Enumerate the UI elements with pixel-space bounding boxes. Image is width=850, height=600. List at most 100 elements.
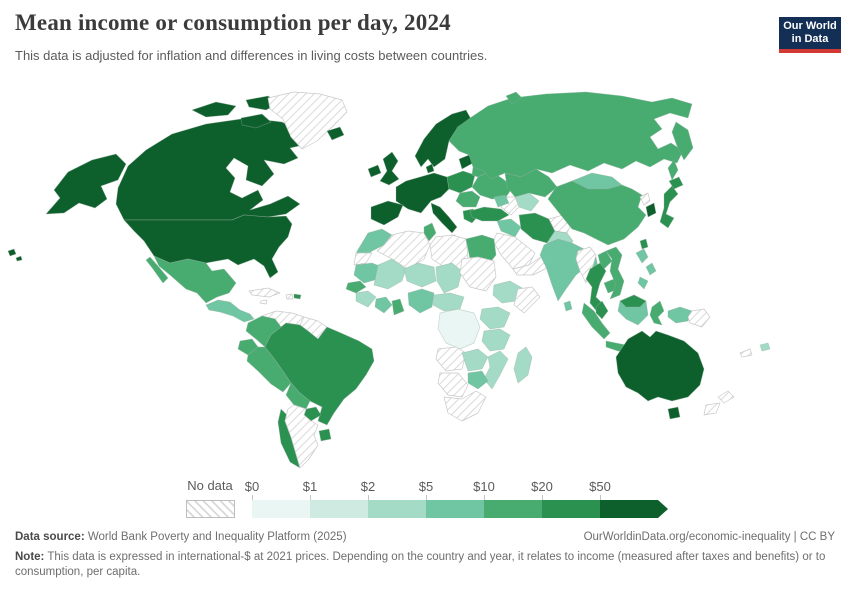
region-ghana[interactable] bbox=[391, 298, 405, 316]
region-angola[interactable] bbox=[435, 346, 467, 372]
region-japan[interactable] bbox=[659, 176, 684, 229]
region-novaya-zemlya[interactable] bbox=[505, 91, 523, 105]
region-balkans[interactable] bbox=[455, 190, 481, 208]
legend-bin-$50+[interactable]: $50 bbox=[589, 479, 658, 518]
region-new-zealand[interactable] bbox=[703, 390, 735, 416]
region-fiji[interactable] bbox=[759, 342, 771, 352]
region-borneo-malaysia[interactable] bbox=[619, 294, 647, 308]
region-algeria[interactable] bbox=[376, 230, 431, 270]
page-title: Mean income or consumption per day, 2024 bbox=[15, 10, 451, 35]
region-greenland[interactable] bbox=[267, 91, 348, 150]
legend-bin-$1-$2[interactable]: $1 bbox=[303, 479, 368, 518]
region-kazakhstan[interactable] bbox=[504, 168, 558, 198]
region-brazil[interactable] bbox=[264, 322, 375, 426]
region-tunisia[interactable] bbox=[423, 222, 437, 242]
region-caucasus[interactable] bbox=[493, 194, 510, 208]
legend-bin-$10-$20[interactable]: $10 bbox=[473, 479, 542, 518]
legend-tick-label: $20 bbox=[531, 479, 553, 494]
region-guinea[interactable] bbox=[355, 290, 377, 308]
legend-bin-$0-$1[interactable]: $0 bbox=[245, 479, 310, 518]
region-new-caledonia[interactable] bbox=[739, 348, 753, 358]
legend-tick-label: $0 bbox=[244, 479, 260, 494]
region-uzbekistan[interactable] bbox=[514, 192, 540, 212]
region-iceland[interactable] bbox=[326, 126, 345, 141]
world-map bbox=[7, 91, 771, 469]
note-label: Note: bbox=[15, 551, 45, 563]
region-syria-iraq[interactable] bbox=[496, 218, 522, 238]
owid-logo[interactable]: Our World in Data bbox=[779, 17, 841, 53]
region-western-sahara[interactable] bbox=[353, 252, 373, 266]
region-australia[interactable] bbox=[615, 330, 705, 402]
region-poland-central-europe[interactable] bbox=[446, 170, 476, 194]
region-somalia[interactable] bbox=[513, 286, 541, 314]
region-western-europe[interactable] bbox=[395, 172, 450, 214]
no-data-label: No data bbox=[187, 478, 233, 493]
region-zimbabwe[interactable] bbox=[467, 370, 489, 390]
region-turkey[interactable] bbox=[469, 206, 510, 222]
legend-bin-$5-$10[interactable]: $5 bbox=[419, 479, 484, 518]
region-tanzania[interactable] bbox=[481, 328, 511, 352]
legend-tick-label: $50 bbox=[589, 479, 611, 494]
region-uruguay[interactable] bbox=[318, 428, 332, 442]
region-jamaica[interactable] bbox=[259, 299, 268, 305]
region-sakhalin[interactable] bbox=[667, 159, 679, 181]
legend-tick-label: $10 bbox=[473, 479, 495, 494]
region-uganda-kenya[interactable] bbox=[479, 306, 511, 330]
region-madagascar[interactable] bbox=[513, 346, 533, 384]
region-iberia[interactable] bbox=[370, 200, 404, 226]
region-sumatra[interactable] bbox=[581, 302, 611, 340]
region-dominican-republic[interactable] bbox=[293, 293, 302, 300]
region-ireland[interactable] bbox=[367, 164, 382, 178]
region-papua-new-guinea[interactable] bbox=[687, 308, 711, 328]
region-sulawesi[interactable] bbox=[649, 300, 665, 326]
region-tasmania[interactable] bbox=[667, 406, 681, 420]
region-south-korea[interactable] bbox=[645, 202, 657, 218]
countries-group bbox=[7, 91, 771, 469]
region-mali[interactable] bbox=[373, 258, 407, 290]
region-china[interactable] bbox=[547, 180, 647, 246]
legend-bin-$2-$5[interactable]: $2 bbox=[361, 479, 426, 518]
region-nigeria[interactable] bbox=[407, 288, 435, 314]
region-mozambique[interactable] bbox=[483, 350, 509, 390]
region-north-korea[interactable] bbox=[639, 192, 651, 206]
region-saudi-arabia[interactable] bbox=[492, 232, 536, 270]
region-sudan[interactable] bbox=[459, 256, 497, 292]
region-west-papua[interactable] bbox=[667, 306, 693, 324]
region-argentina[interactable] bbox=[284, 404, 319, 469]
region-namibia-botswana[interactable] bbox=[437, 372, 469, 398]
legend-bin-$20-$50[interactable]: $20 bbox=[531, 479, 600, 518]
region-chad[interactable] bbox=[435, 262, 463, 294]
region-mexico[interactable] bbox=[145, 255, 237, 304]
region-sri-lanka[interactable] bbox=[563, 300, 573, 312]
region-central-america[interactable] bbox=[205, 299, 255, 323]
region-kamchatka[interactable] bbox=[671, 121, 694, 161]
legend-tick-mark bbox=[310, 495, 311, 500]
region-ivory-coast[interactable] bbox=[374, 296, 393, 314]
footer-link[interactable]: OurWorldinData.org/economic-inequality |… bbox=[583, 531, 835, 543]
region-niger[interactable] bbox=[403, 262, 437, 288]
region-hawaii[interactable] bbox=[7, 248, 23, 262]
region-russia[interactable] bbox=[448, 91, 693, 180]
region-philippines[interactable] bbox=[635, 248, 657, 290]
region-vietnam[interactable] bbox=[605, 246, 625, 300]
legend-tick-mark bbox=[426, 495, 427, 500]
region-haiti[interactable] bbox=[285, 293, 294, 300]
region-cameroon-car[interactable] bbox=[432, 292, 465, 312]
region-denmark[interactable] bbox=[425, 163, 435, 174]
no-data-swatch[interactable] bbox=[186, 500, 235, 518]
legend-tick-mark bbox=[368, 495, 369, 500]
region-south-africa[interactable] bbox=[443, 390, 487, 422]
region-zambia[interactable] bbox=[461, 348, 489, 372]
region-dr-congo[interactable] bbox=[437, 308, 481, 350]
data-source-label: Data source: bbox=[15, 531, 85, 543]
region-laos[interactable] bbox=[597, 250, 613, 270]
region-malaysia-peninsula[interactable] bbox=[595, 300, 609, 320]
region-united-kingdom[interactable] bbox=[379, 151, 400, 186]
region-alaska[interactable] bbox=[45, 153, 127, 215]
region-senegal[interactable] bbox=[345, 280, 367, 294]
legend-arrow bbox=[658, 500, 668, 518]
region-taiwan[interactable] bbox=[639, 238, 649, 250]
region-libya[interactable] bbox=[429, 234, 469, 272]
region-canada[interactable] bbox=[115, 117, 309, 221]
region-cuba[interactable] bbox=[248, 287, 281, 298]
